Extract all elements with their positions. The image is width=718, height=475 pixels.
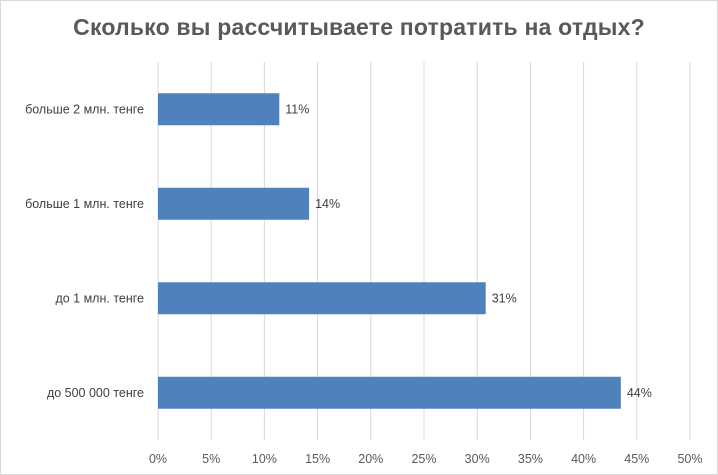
- x-tick-label: 25%: [411, 452, 436, 466]
- data-label: 14%: [315, 197, 340, 211]
- category-labels: больше 2 млн. тенге больше 1 млн. тенге до…: [25, 102, 144, 400]
- bars: [158, 93, 621, 409]
- data-label: 11%: [285, 102, 309, 116]
- category-label: до 500 000 тенге: [47, 386, 144, 400]
- data-labels: 11% 14% 31% 44%: [285, 102, 652, 400]
- chart-title: Сколько вы рассчитываете потратить на от…: [73, 14, 645, 40]
- category-label: больше 2 млн. тенге: [25, 102, 144, 116]
- x-tick-labels: 0% 5% 10% 15% 20% 25% 30% 35% 40% 45% 50%: [149, 452, 703, 466]
- x-tick-label: 0%: [149, 452, 167, 466]
- category-label: до 1 млн. тенге: [55, 291, 144, 305]
- x-tick-label: 35%: [518, 452, 543, 466]
- category-label: больше 1 млн. тенге: [25, 197, 144, 211]
- x-tick-label: 30%: [465, 452, 490, 466]
- x-tick-label: 15%: [305, 452, 330, 466]
- x-tick-label: 10%: [252, 452, 277, 466]
- x-tick-label: 20%: [358, 452, 383, 466]
- x-tick-label: 5%: [202, 452, 220, 466]
- bar: [158, 376, 621, 409]
- data-label: 44%: [627, 386, 652, 400]
- data-label: 31%: [492, 291, 517, 305]
- x-tick-label: 50%: [677, 452, 702, 466]
- x-tick-label: 45%: [624, 452, 649, 466]
- x-tick-label: 40%: [571, 452, 596, 466]
- bar: [158, 93, 280, 126]
- bar: [158, 282, 486, 315]
- bar: [158, 187, 310, 220]
